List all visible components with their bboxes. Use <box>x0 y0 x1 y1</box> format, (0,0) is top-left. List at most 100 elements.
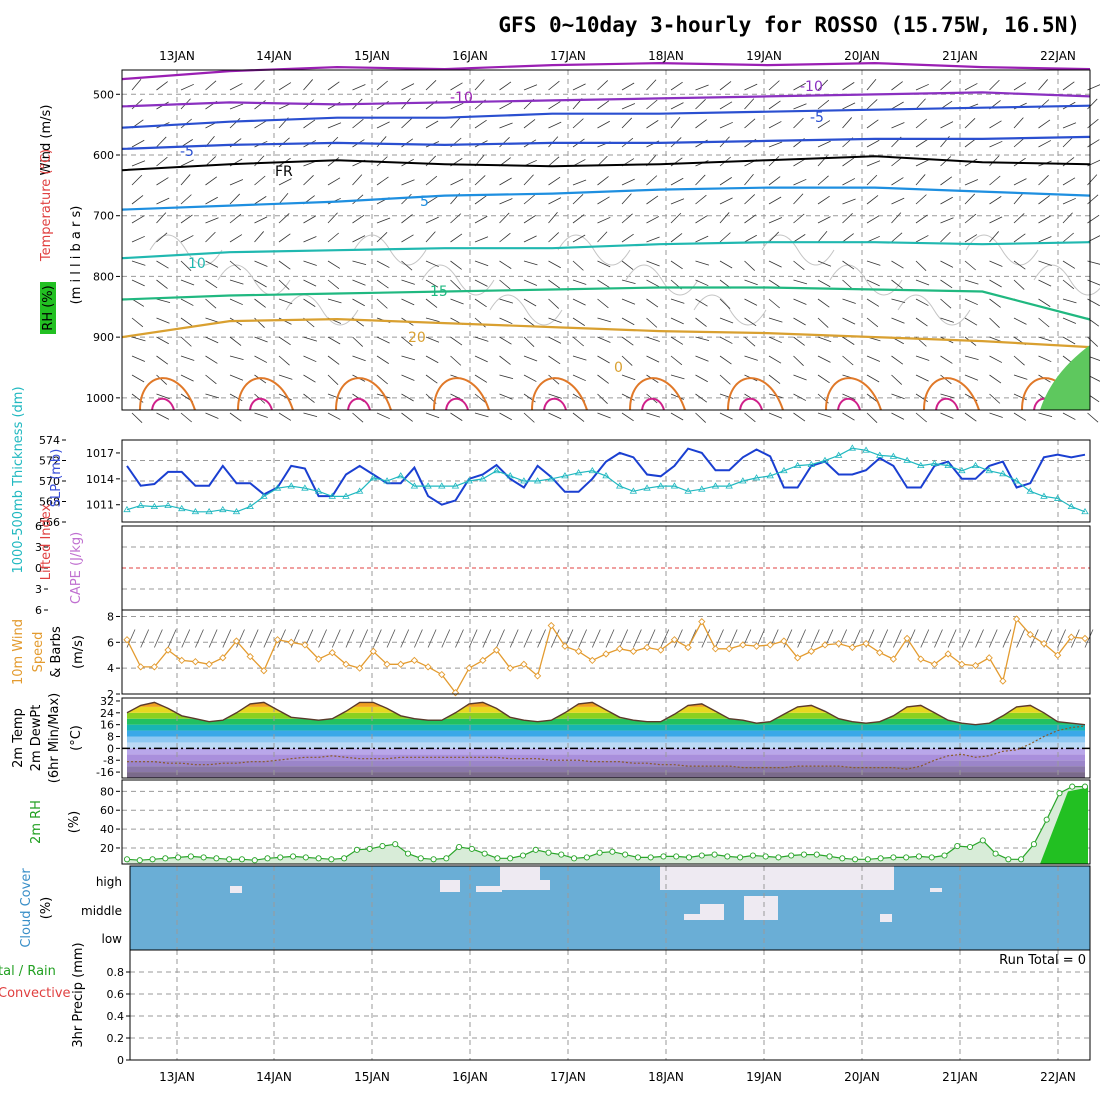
upper-wind-barb <box>303 279 317 287</box>
upper-wind-barb <box>303 215 316 224</box>
upper-wind-barb <box>964 412 977 422</box>
upper-wind-barb <box>695 119 707 129</box>
upper-wind-barb <box>670 298 685 304</box>
upper-wind-barb <box>964 179 979 186</box>
upper-wind-barb <box>499 122 513 129</box>
y-tick-label: 16 <box>100 719 114 732</box>
upper-wind-barb <box>131 160 146 167</box>
rh2m-point <box>1030 841 1037 848</box>
upper-wind-barb <box>425 374 438 384</box>
wind10m-barb <box>797 629 806 648</box>
isotherm-plus20 <box>121 317 1091 349</box>
wind10m-speed-point <box>958 660 966 668</box>
upper-wind-barb <box>768 217 783 224</box>
wind10m-barb <box>345 629 355 648</box>
upper-wind-barb <box>891 412 905 420</box>
wind10m-barb <box>934 629 943 648</box>
rh2m-point <box>673 853 680 860</box>
upper-wind-barb <box>915 174 926 186</box>
thickness-point <box>711 482 720 489</box>
upper-wind-barb <box>621 82 635 91</box>
rh2m-point <box>379 843 386 850</box>
upper-wind-barb <box>523 336 535 348</box>
upper-wind-barb <box>940 176 953 186</box>
isotherm-label: 20 <box>408 330 426 346</box>
y-tick-label: -16 <box>96 766 114 779</box>
thickness-point <box>930 459 939 466</box>
upper-wind-barb <box>768 196 782 205</box>
upper-wind-barb <box>156 232 168 243</box>
panel-labels: Wind (m/s) Temperature (°C) RH (%) (m i … <box>0 105 1086 1048</box>
date-label-top: 14JAN <box>256 49 292 63</box>
upper-wind-barb <box>131 174 143 186</box>
upper-wind-barb <box>572 336 584 347</box>
rh2m-point <box>175 854 182 861</box>
upper-wind-barb <box>229 213 242 224</box>
upper-wind-barb <box>425 260 439 268</box>
upper-wind-barb <box>474 79 485 91</box>
upper-wind-barb <box>278 279 290 290</box>
temp-band <box>127 772 1085 778</box>
wind10m-speed-point <box>616 645 624 653</box>
upper-wind-barb <box>523 215 536 224</box>
upper-wind-barb <box>156 393 170 400</box>
upper-wind-barb <box>376 298 388 309</box>
y-tick-label: 1014 <box>86 473 114 486</box>
upper-wind-barb <box>646 355 660 363</box>
cloud-patch <box>744 896 778 920</box>
upper-wind-barb <box>401 412 413 422</box>
upper-wind-barb <box>817 279 831 288</box>
thickness-point <box>328 492 336 499</box>
rh2m-point <box>315 855 322 862</box>
upper-wind-barb <box>719 81 732 91</box>
upper-wind-barb <box>1038 355 1052 363</box>
upper-wind-barb <box>891 156 903 167</box>
wind10m-barb <box>988 629 998 648</box>
thickness-point <box>574 469 583 476</box>
upper-wind-barb <box>254 196 267 205</box>
y-tick-label: 0.4 <box>107 1010 125 1023</box>
wind10m-speed-point <box>862 639 870 648</box>
wind10m-speed-point <box>971 661 980 670</box>
upper-wind-barb <box>327 336 341 345</box>
y-tick-label: 0 <box>35 562 42 575</box>
upper-wind-barb <box>229 260 241 271</box>
upper-wind-barb <box>499 81 512 91</box>
wind10m-barb <box>222 629 232 648</box>
upper-wind-barb <box>866 355 881 362</box>
y-tick-label: 570 <box>39 475 60 488</box>
wind10m-barb <box>331 629 341 648</box>
upper-wind-barb <box>964 193 976 205</box>
upper-wind-barb <box>597 336 611 343</box>
cloud-patch <box>440 880 460 892</box>
upper-wind-barb <box>1062 177 1076 186</box>
rh2m-point <box>1005 856 1012 863</box>
upper-wind-barb <box>1013 317 1027 325</box>
upper-wind-barb <box>572 298 586 306</box>
upper-wind-barb <box>1062 136 1074 148</box>
wind10m-speed-point <box>574 647 583 655</box>
y-tick-label: 800 <box>93 270 114 283</box>
slp-label: SLP (mb) <box>49 449 64 508</box>
upper-wind-barb <box>278 213 290 224</box>
upper-wind-barb <box>131 79 142 91</box>
upper-wind-barb <box>1062 260 1076 269</box>
upper-wind-barb <box>1013 393 1027 401</box>
upper-wind-barb <box>940 298 952 309</box>
upper-wind-barb <box>474 215 488 224</box>
upper-wind-barb <box>548 336 562 344</box>
upper-wind-barb <box>425 336 440 343</box>
wind10m-barb <box>427 629 437 648</box>
upper-wind-barb <box>891 355 904 365</box>
upper-wind-barb <box>891 232 903 243</box>
upper-wind-barb <box>401 393 414 402</box>
isotherm-hot <box>739 397 763 411</box>
rh-label: RH (%) <box>41 285 56 330</box>
upper-wind-barb <box>450 178 464 186</box>
upper-wind-barb <box>891 101 904 110</box>
y-tick-label: 700 <box>93 210 114 223</box>
upper-wind-barb <box>156 412 170 420</box>
upper-wind-barb <box>915 214 928 224</box>
rh2m-point <box>852 856 859 863</box>
wind10m-speed-point <box>752 642 761 650</box>
